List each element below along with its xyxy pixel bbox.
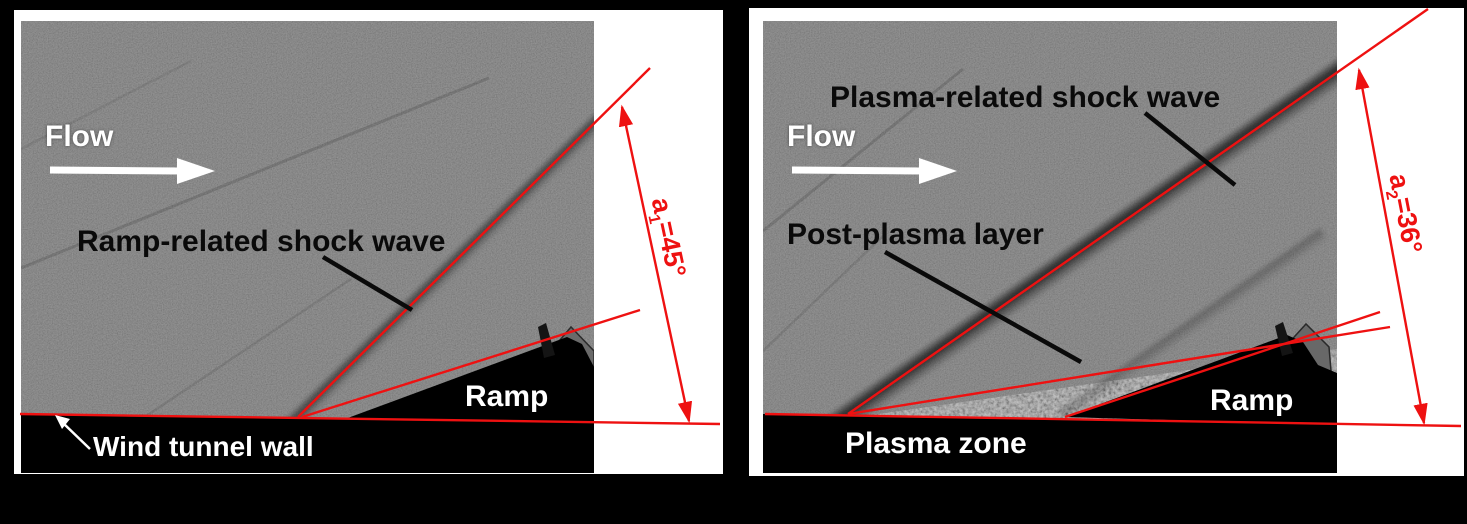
shock-angle-value: a1=45° (642, 195, 692, 280)
flow-label: Flow (787, 120, 856, 153)
wind-tunnel-wall-label: Wind tunnel wall (93, 431, 314, 462)
shock-wave-label: Ramp-related shock wave (77, 225, 446, 258)
angle-number: =36° (1387, 194, 1429, 256)
plasma-zone-label: Plasma zone (845, 427, 1027, 460)
flow-label: Flow (45, 120, 114, 153)
ramp-label: Ramp (465, 380, 549, 413)
shock-angle-value: a2=36° (1380, 171, 1429, 256)
plasma-zone-wall-silhouette (763, 414, 1337, 473)
wind-tunnel-wall-silhouette (21, 414, 594, 473)
ramp-silhouette (1065, 335, 1337, 425)
ramp-label: Ramp (1210, 384, 1294, 417)
angle-number: =45° (650, 218, 692, 280)
panel-ramp-baseline: Flow Ramp-related shock wave Ramp Wind t… (14, 10, 723, 474)
panel-plasma-actuated: Plasma-related shock wave Flow Post-plas… (749, 8, 1464, 476)
shock-wave-label: Plasma-related shock wave (830, 81, 1221, 114)
post-plasma-layer-label: Post-plasma layer (787, 218, 1044, 251)
